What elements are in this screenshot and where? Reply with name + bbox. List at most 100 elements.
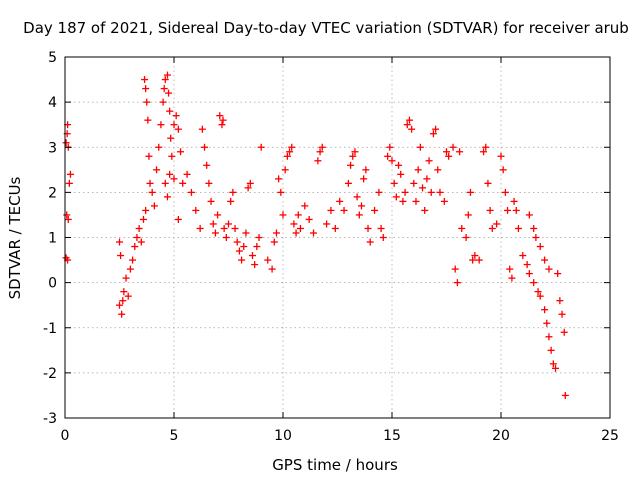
- data-point: [353, 193, 361, 201]
- data-point: [552, 364, 559, 372]
- data-point: [560, 328, 568, 336]
- x-tick-label: 20: [492, 428, 510, 444]
- x-tick-label: 5: [170, 428, 179, 444]
- data-point: [504, 206, 512, 214]
- data-point: [453, 279, 461, 287]
- data-point: [163, 71, 171, 79]
- data-point: [286, 148, 294, 156]
- data-point: [187, 188, 195, 196]
- data-point: [65, 179, 73, 187]
- data-point: [469, 256, 477, 264]
- data-point: [514, 224, 522, 232]
- y-tick-label: -3: [43, 411, 57, 427]
- data-point: [174, 125, 182, 133]
- data-point: [316, 148, 324, 156]
- data-point: [257, 143, 265, 151]
- data-point: [116, 238, 123, 246]
- data-point: [277, 188, 285, 196]
- data-point: [179, 179, 187, 187]
- y-tick-label: 3: [48, 140, 57, 156]
- data-point: [497, 152, 505, 160]
- data-point: [434, 166, 442, 174]
- data-point: [139, 215, 147, 223]
- data-point: [414, 166, 422, 174]
- data-point: [279, 211, 287, 219]
- data-point: [220, 224, 228, 232]
- data-point: [556, 297, 564, 305]
- data-point: [120, 288, 128, 296]
- x-tick-label: 10: [274, 428, 292, 444]
- data-point: [129, 256, 137, 264]
- data-point: [288, 143, 296, 151]
- data-point: [216, 112, 224, 120]
- data-point: [117, 252, 125, 260]
- data-point: [456, 148, 464, 156]
- data-point: [501, 188, 509, 196]
- data-point: [165, 89, 173, 97]
- data-point: [510, 197, 518, 205]
- data-point: [427, 188, 435, 196]
- data-point: [135, 224, 143, 232]
- data-point: [451, 265, 459, 273]
- data-point: [377, 224, 385, 232]
- data-point: [244, 184, 252, 192]
- data-point: [486, 206, 494, 214]
- data-point: [142, 206, 150, 214]
- data-point: [172, 112, 180, 120]
- x-axis-label: GPS time / hours: [272, 456, 398, 474]
- data-point: [545, 333, 553, 341]
- data-points: [62, 71, 569, 399]
- data-point: [161, 179, 169, 187]
- data-point: [270, 238, 278, 246]
- data-point: [198, 125, 206, 133]
- data-point: [119, 297, 127, 305]
- data-point: [310, 229, 318, 237]
- data-point: [364, 224, 372, 232]
- data-point: [174, 215, 182, 223]
- data-point: [519, 252, 527, 260]
- data-point: [554, 270, 562, 278]
- data-point: [545, 265, 553, 273]
- data-point: [379, 234, 387, 241]
- data-point: [209, 220, 217, 228]
- data-point: [133, 234, 141, 241]
- axis-ticks: 0 5 10 15 20 25 -3 -2 -1 0 1 2 3 4 5: [43, 50, 619, 444]
- data-point: [429, 130, 437, 138]
- data-point: [558, 310, 566, 318]
- data-point: [482, 143, 490, 151]
- data-point: [360, 175, 368, 183]
- data-point: [484, 179, 492, 187]
- data-point: [423, 175, 431, 183]
- data-point: [351, 148, 359, 156]
- data-point: [344, 179, 352, 187]
- data-point: [229, 188, 237, 196]
- data-point: [166, 170, 174, 178]
- data-point: [488, 224, 496, 232]
- data-point: [214, 211, 222, 219]
- data-point: [192, 206, 200, 214]
- data-point: [436, 188, 444, 196]
- y-tick-label: 2: [48, 185, 57, 201]
- data-point: [392, 193, 400, 201]
- data-point: [170, 175, 178, 183]
- x-tick-label: 25: [601, 428, 619, 444]
- data-point: [416, 143, 424, 151]
- data-point: [131, 243, 139, 251]
- data-point: [421, 206, 429, 214]
- data-point: [349, 152, 357, 160]
- data-point: [203, 161, 211, 169]
- data-point: [336, 197, 344, 205]
- data-point: [525, 270, 533, 278]
- data-point: [464, 211, 472, 219]
- data-point: [543, 319, 551, 327]
- data-point: [549, 360, 557, 368]
- data-point: [384, 152, 392, 160]
- data-point: [466, 188, 474, 196]
- data-point: [401, 188, 409, 196]
- data-point: [143, 98, 151, 106]
- data-point: [362, 166, 370, 174]
- data-point: [541, 256, 549, 264]
- data-point: [386, 143, 394, 151]
- data-point: [235, 247, 243, 255]
- data-point: [408, 125, 416, 133]
